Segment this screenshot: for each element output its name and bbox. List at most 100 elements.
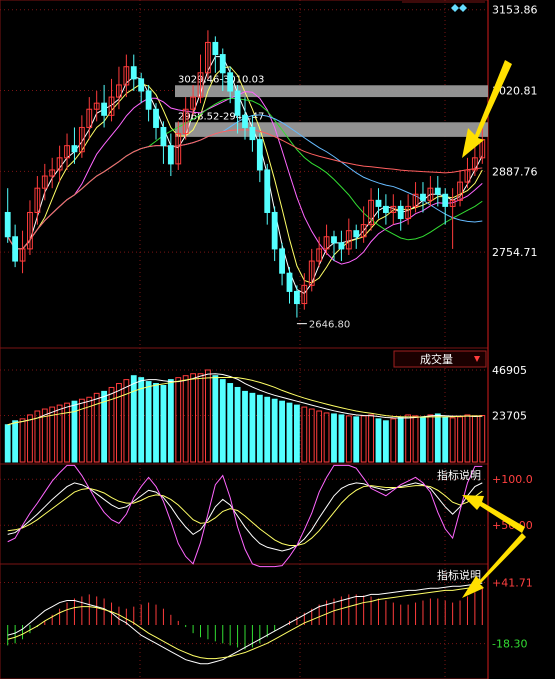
candle-body [353, 230, 360, 238]
candle-body [41, 175, 48, 189]
candle-body [420, 193, 426, 201]
resistance-bands: 3029.46-3010.03 2968.52-2944.47 [175, 74, 488, 137]
candle-body [12, 236, 19, 262]
volume-bar [360, 415, 367, 463]
candle-body [182, 108, 189, 135]
volume-bar [331, 413, 337, 463]
low-marker-label: 2646.80 [309, 320, 350, 331]
volume-bar [449, 417, 456, 463]
triangle-down-icon [474, 356, 480, 362]
price-tick-label: 2754.71 [492, 246, 538, 259]
osc2-line [7, 585, 483, 660]
volume-label-box [393, 350, 487, 368]
candles [4, 30, 486, 318]
candle-body [449, 199, 456, 207]
candle-body [160, 126, 167, 147]
candle-body [56, 157, 63, 171]
candle-body [19, 248, 26, 262]
candle-body [308, 260, 315, 286]
volume-bar [338, 414, 345, 463]
candle-body [256, 139, 263, 171]
candle-body [271, 211, 278, 250]
candle-body [471, 157, 478, 171]
candle-body [390, 205, 397, 213]
candle-body [93, 102, 100, 110]
candle-body [86, 108, 93, 128]
band-label: 3029.46-3010.03 [178, 74, 264, 85]
candle-body [338, 242, 345, 250]
candle-body [316, 248, 323, 262]
volume-bar [190, 373, 197, 463]
candle-body [249, 126, 256, 141]
volume-tick-label: 23705 [492, 410, 527, 423]
volume-bar [41, 408, 48, 463]
candle-body [442, 193, 449, 207]
candle-body [227, 72, 234, 92]
volume-bar [471, 415, 478, 463]
candle-body [78, 126, 85, 153]
candle-body [434, 187, 441, 195]
volume-bar [442, 416, 449, 463]
price-tick-label: 2887.76 [492, 165, 538, 178]
candle-body [167, 145, 174, 165]
volume-bar [153, 383, 159, 463]
candle-body [130, 66, 137, 80]
volume-bar [71, 400, 78, 463]
candle-body [108, 96, 115, 116]
candle-body [360, 224, 367, 238]
candle-body [242, 114, 248, 128]
candle-body [375, 199, 382, 207]
candle-body [34, 187, 41, 213]
price-panel-frame [0, 0, 489, 349]
volume-bar [234, 386, 241, 463]
osc2-tick-label: -18.30 [492, 638, 527, 651]
oscillator-2 [7, 582, 483, 665]
oscillator-1 [7, 464, 483, 568]
candle-body [286, 272, 293, 292]
volume-bar [64, 402, 70, 463]
volume-bar [323, 412, 330, 463]
volume-bar [167, 379, 174, 463]
volume-bar [301, 406, 308, 463]
resistance-band [175, 85, 488, 98]
candle-body [397, 205, 404, 220]
osc2-panel-frame [0, 563, 489, 679]
volume-bar [19, 418, 26, 463]
volume-bar [420, 416, 426, 463]
yellow-arrow-icon [462, 533, 526, 598]
candle-body [64, 145, 70, 159]
volume-bar [227, 383, 234, 463]
axis-labels: 3153.86 3020.81 2887.76 2754.71 46905 23705 +1… [492, 4, 538, 651]
volume-bar [249, 392, 256, 463]
volume-ma-line [7, 376, 483, 426]
candle-body [27, 211, 33, 250]
candle-body [123, 66, 130, 86]
volume-bar [219, 379, 226, 463]
candle-body [4, 211, 11, 238]
candle-body [464, 169, 471, 183]
volume-bar [160, 385, 167, 463]
yellow-arrow-icon [462, 60, 512, 158]
osc1-line [7, 464, 483, 568]
volume-bar [382, 420, 389, 463]
candle-body [405, 205, 412, 220]
candle-body [145, 90, 152, 110]
candle-body [331, 236, 337, 244]
volume-bar [93, 392, 100, 463]
volume-bars [4, 369, 486, 463]
volume-bar [12, 420, 19, 463]
osc1-tick-label: +100.0 [492, 473, 533, 486]
candle-body [457, 181, 463, 201]
volume-bar [412, 415, 419, 463]
candle-body [175, 133, 182, 165]
volume-bar [78, 398, 85, 463]
candle-body [205, 41, 211, 74]
volume-bar [4, 424, 11, 463]
ma-line [7, 91, 483, 265]
volume-tick-label: 46905 [492, 364, 527, 377]
volume-bar [405, 414, 412, 463]
volume-bar [427, 414, 434, 463]
volume-bar [182, 375, 189, 463]
